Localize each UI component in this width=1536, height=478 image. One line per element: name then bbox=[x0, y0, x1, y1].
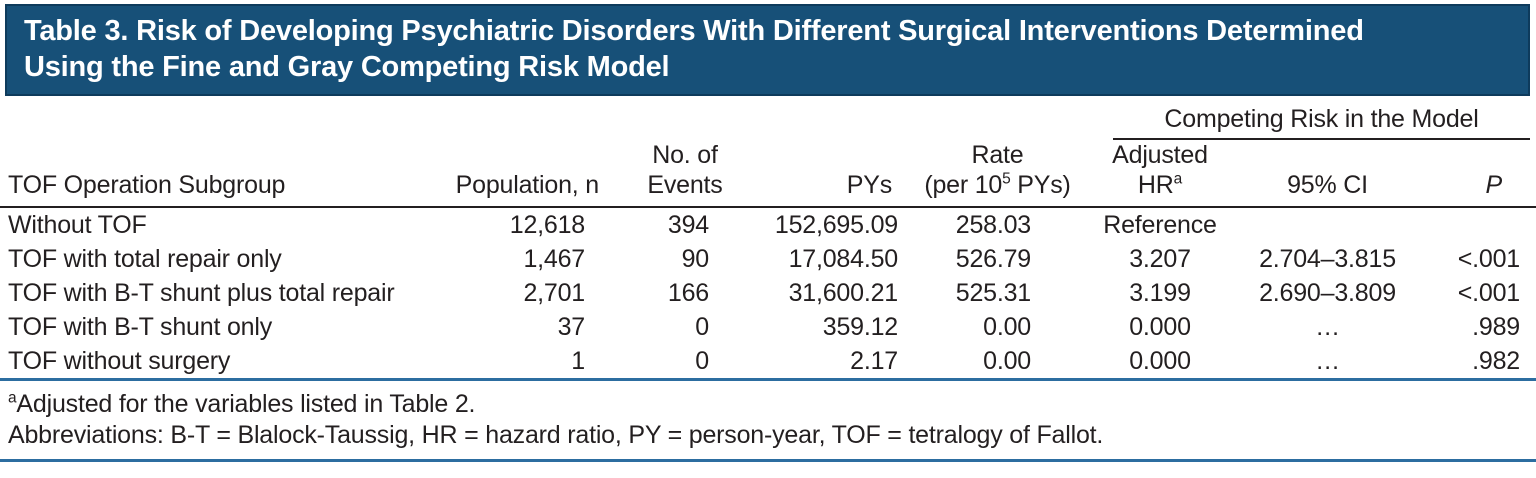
cell-pys: 17,084.50 bbox=[788, 245, 899, 273]
cell-p: <.001 bbox=[1457, 245, 1521, 273]
spanner-spacer bbox=[0, 104, 1085, 140]
col-header-hr-line1: Adjusted bbox=[1112, 141, 1208, 169]
col-header-events: No. of Events bbox=[625, 140, 745, 208]
cell-population: 2,701 bbox=[523, 279, 585, 307]
table-row: TOF with B-T shunt only 37 0 359.12 0.00… bbox=[0, 310, 1536, 344]
cell-subgroup: TOF with B-T shunt only bbox=[8, 313, 273, 341]
cell-events: 90 bbox=[681, 245, 710, 273]
cell-subgroup: TOF without surgery bbox=[0, 344, 455, 381]
col-header-pys: PYs bbox=[745, 140, 910, 208]
cell-rate: 258.03 bbox=[955, 211, 1031, 239]
column-header-row: TOF Operation Subgroup Population, n No.… bbox=[0, 140, 1536, 208]
col-header-ci: 95% CI bbox=[1235, 140, 1420, 208]
footnote-adjusted: aAdjusted for the variables listed in Ta… bbox=[8, 389, 1528, 420]
table-footnotes: aAdjusted for the variables listed in Ta… bbox=[0, 381, 1536, 451]
cell-ci bbox=[1235, 207, 1420, 242]
cell-population: 1 bbox=[455, 344, 625, 381]
cell-subgroup: TOF with B-T shunt plus total repair bbox=[8, 279, 395, 307]
cell-population: 12,618 bbox=[509, 211, 585, 239]
cell-ci: … bbox=[1235, 344, 1420, 381]
rate-superscript: 5 bbox=[1002, 170, 1011, 188]
competing-risk-table: Competing Risk in the Model TOF Operatio… bbox=[0, 104, 1536, 381]
cell-events: 0 bbox=[625, 344, 745, 381]
cell-subgroup: TOF with total repair only bbox=[8, 245, 282, 273]
table-row: TOF without surgery 1 0 2.17 0.00 0.000 … bbox=[0, 344, 1536, 381]
cell-ci: … bbox=[1315, 313, 1340, 341]
cell-rate: 0.00 bbox=[983, 313, 1031, 341]
col-header-p: P bbox=[1420, 140, 1536, 208]
col-header-subgroup: TOF Operation Subgroup bbox=[0, 140, 455, 208]
col-header-adjusted-hr: Adjusted HRa bbox=[1085, 140, 1235, 208]
cell-rate: 0.00 bbox=[910, 344, 1085, 381]
cell-population: 37 bbox=[557, 313, 586, 341]
cell-adjusted-hr: Reference bbox=[1103, 211, 1217, 239]
cell-p: .989 bbox=[1472, 313, 1521, 341]
col-header-events-line2: Events bbox=[647, 171, 723, 199]
cell-subgroup: Without TOF bbox=[8, 211, 147, 239]
hr-footnote-marker: a bbox=[1173, 170, 1183, 188]
cell-events: 394 bbox=[667, 211, 709, 239]
cell-p bbox=[1420, 207, 1536, 242]
footnote-marker: a bbox=[8, 389, 17, 407]
cell-p: .982 bbox=[1420, 344, 1536, 381]
spanner-row: Competing Risk in the Model bbox=[0, 104, 1536, 140]
cell-pys: 2.17 bbox=[745, 344, 910, 381]
footnote-abbreviations: Abbreviations: B-T = Blalock-Taussig, HR… bbox=[8, 421, 1104, 449]
col-header-rate: Rate (per 105 PYs) bbox=[910, 140, 1085, 208]
cell-pys: 31,600.21 bbox=[788, 279, 899, 307]
cell-rate: 525.31 bbox=[955, 279, 1031, 307]
cell-adjusted-hr: 3.207 bbox=[1129, 245, 1191, 273]
cell-population: 1,467 bbox=[523, 245, 585, 273]
spanner-competing-risk: Competing Risk in the Model bbox=[1085, 104, 1536, 140]
cell-adjusted-hr: 0.000 bbox=[1085, 344, 1235, 381]
table-row: Without TOF 12,618 394 152,695.09 258.03… bbox=[0, 207, 1536, 242]
table-title-band: Table 3. Risk of Developing Psychiatric … bbox=[5, 4, 1530, 96]
cell-pys: 152,695.09 bbox=[774, 211, 898, 239]
col-header-events-line1: No. of bbox=[652, 141, 718, 169]
table-row: TOF with total repair only 1,467 90 17,0… bbox=[0, 242, 1536, 276]
col-header-hr-line2: HRa bbox=[1137, 170, 1183, 199]
cell-adjusted-hr: 3.199 bbox=[1129, 279, 1191, 307]
cell-p: <.001 bbox=[1457, 279, 1521, 307]
col-header-rate-line2: (per 105 PYs) bbox=[924, 170, 1071, 199]
cell-events: 0 bbox=[695, 313, 709, 341]
table-body: Without TOF 12,618 394 152,695.09 258.03… bbox=[0, 207, 1536, 381]
table-header: Competing Risk in the Model TOF Operatio… bbox=[0, 104, 1536, 208]
cell-adjusted-hr: 0.000 bbox=[1129, 313, 1191, 341]
cell-rate: 526.79 bbox=[955, 245, 1031, 273]
spanner-competing-risk-label: Competing Risk in the Model bbox=[1113, 104, 1531, 140]
table-title-line1: Table 3. Risk of Developing Psychiatric … bbox=[24, 15, 1364, 47]
cell-ci: 2.690–3.809 bbox=[1259, 279, 1396, 307]
cell-events: 166 bbox=[667, 279, 709, 307]
cell-ci: 2.704–3.815 bbox=[1259, 245, 1396, 273]
col-header-rate-line1: Rate bbox=[971, 141, 1024, 169]
cell-pys: 359.12 bbox=[822, 313, 898, 341]
col-header-population: Population, n bbox=[455, 140, 625, 208]
bottom-rule bbox=[0, 459, 1536, 462]
table-title-line2: Using the Fine and Gray Competing Risk M… bbox=[24, 51, 670, 83]
table-row: TOF with B-T shunt plus total repair 2,7… bbox=[0, 276, 1536, 310]
footnote-adjusted-text: Adjusted for the variables listed in Tab… bbox=[16, 390, 476, 418]
